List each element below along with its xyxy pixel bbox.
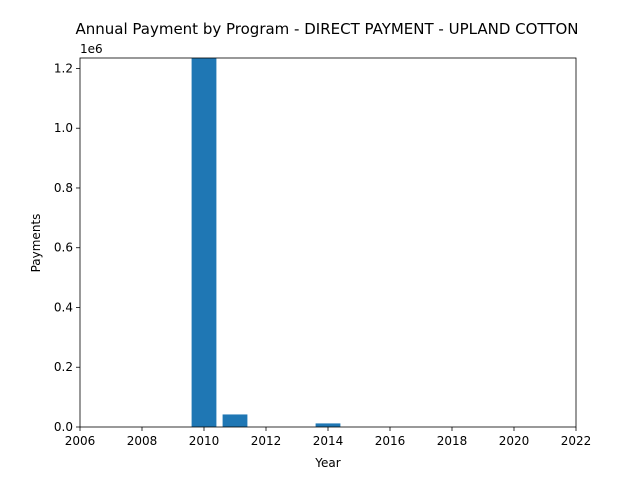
x-tick-label: 2008 [127,434,158,448]
y-axis-offset-label: 1e6 [80,42,103,56]
plot-frame [79,57,577,428]
x-axis-ticks: 2006 2008 2010 2012 2014 2016 2018 2020 2022 [65,427,592,448]
y-tick-label: 0.6 [54,241,73,255]
y-axis-ticks: 0.0 0.2 0.4 0.6 0.8 1.0 1.2 [54,61,80,434]
y-axis-label: Payments [29,214,43,273]
x-tick-label: 2012 [251,434,282,448]
x-tick-label: 2016 [375,434,406,448]
chart-title: Annual Payment by Program - DIRECT PAYME… [75,20,578,38]
y-tick-label: 1.0 [54,121,73,135]
bars-group [191,58,341,427]
y-tick-label: 0.0 [54,420,73,434]
x-tick-label: 2014 [313,434,344,448]
y-tick-label: 0.4 [54,300,73,314]
bar-2010 [191,58,217,427]
x-tick-label: 2022 [561,434,592,448]
bar-2011 [222,414,248,427]
x-axis-label: Year [314,456,340,470]
y-tick-label: 0.2 [54,360,73,374]
x-tick-label: 2018 [437,434,468,448]
bar-2014 [315,423,341,427]
x-tick-label: 2006 [65,434,96,448]
y-tick-label: 0.8 [54,181,73,195]
y-tick-label: 1.2 [54,61,73,75]
x-tick-label: 2020 [499,434,530,448]
x-tick-label: 2010 [189,434,220,448]
